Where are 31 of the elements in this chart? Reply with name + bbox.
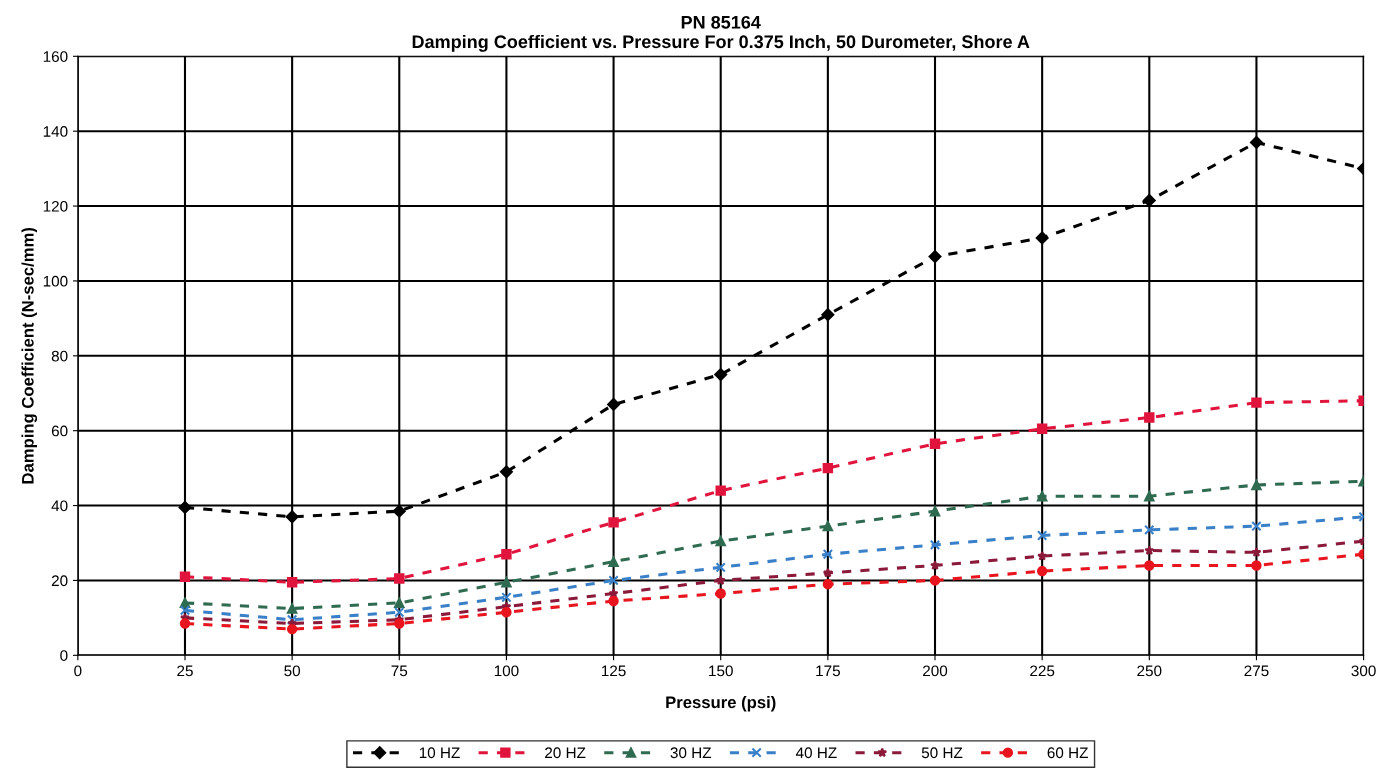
y-tick-label: 160 bbox=[43, 51, 68, 62]
x-tick-label: 300 bbox=[1351, 665, 1376, 677]
x-axis-title: Pressure (psi) bbox=[666, 695, 776, 712]
legend-label: 20 HZ bbox=[545, 747, 586, 759]
x-tick-label: 50 bbox=[284, 665, 301, 677]
x-tick-label: 0 bbox=[74, 665, 82, 677]
x-tick-label: 75 bbox=[391, 665, 408, 677]
legend-label: 40 HZ bbox=[795, 747, 837, 759]
x-tick-label: 25 bbox=[177, 665, 193, 677]
y-tick-label: 20 bbox=[51, 575, 68, 587]
y-axis-title: Damping Coefficient (N-sec/mm) bbox=[21, 227, 38, 484]
legend-label: 50 HZ bbox=[921, 747, 963, 759]
legend-label: 30 HZ bbox=[670, 747, 712, 759]
y-tick-label: 0 bbox=[60, 650, 68, 661]
x-tick-label: 250 bbox=[1137, 665, 1162, 677]
chart-title: PN 85164 Damping Coefficient vs. Pressure For 0.375 Inch, 50 Durometer, Shore A bbox=[412, 15, 1030, 52]
x-tick-label: 275 bbox=[1244, 665, 1269, 677]
y-tick-label: 120 bbox=[43, 200, 68, 212]
x-tick-label: 100 bbox=[494, 665, 519, 677]
legend-label: 10 HZ bbox=[419, 747, 460, 759]
x-tick-label: 225 bbox=[1030, 665, 1055, 677]
y-tick-label: 140 bbox=[43, 126, 68, 137]
x-tick-label: 175 bbox=[816, 665, 840, 677]
y-tick-label: 100 bbox=[43, 275, 68, 287]
y-tick-label: 80 bbox=[51, 350, 68, 362]
y-tick-label: 60 bbox=[51, 425, 68, 437]
x-tick-label: 125 bbox=[601, 665, 626, 677]
x-tick-label: 150 bbox=[709, 665, 733, 677]
legend-label: 60 HZ bbox=[1047, 747, 1088, 759]
y-tick-label: 40 bbox=[51, 500, 68, 512]
x-tick-label: 200 bbox=[923, 665, 948, 677]
